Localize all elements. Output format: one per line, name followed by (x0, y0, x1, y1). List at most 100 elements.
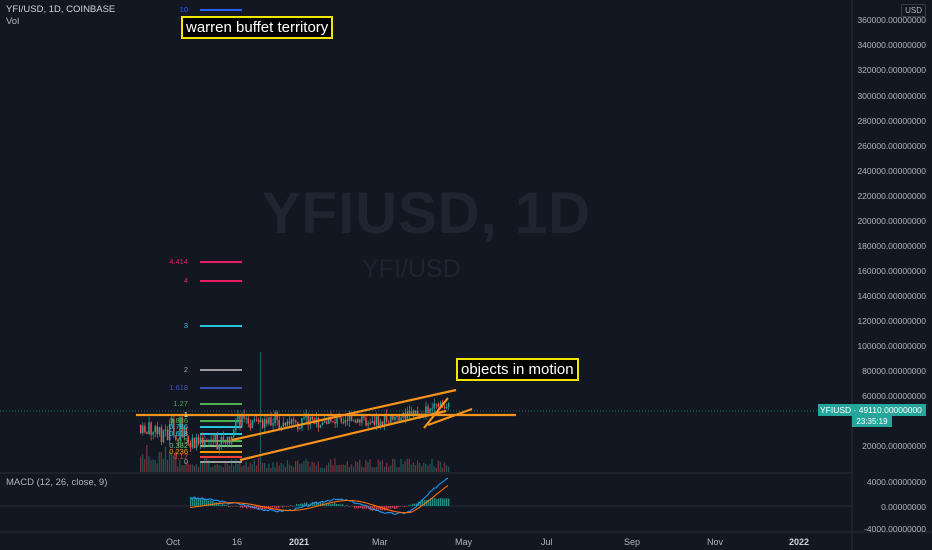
trend-drawings (136, 388, 516, 462)
macd-legend[interactable]: MACD (12, 26, close, 9) (6, 477, 108, 488)
candle-body (185, 427, 187, 437)
candle-body (177, 440, 179, 442)
volume-bar (272, 462, 274, 472)
candle-body (208, 440, 210, 442)
volume-bar (447, 466, 450, 472)
volume-legend[interactable]: Vol (6, 16, 20, 27)
candle-body (321, 422, 324, 426)
candle-body (303, 417, 305, 419)
macd-histogram-bar (212, 501, 214, 506)
macd-histogram-bar (396, 506, 398, 509)
volume-bar (288, 464, 291, 472)
macd-histogram-bar (358, 506, 360, 509)
fib-level-label: 10 (179, 5, 188, 14)
macd-histogram-bar (236, 506, 238, 507)
macd-histogram-bar (296, 503, 298, 506)
candle-body (290, 419, 293, 424)
fib-level-label: 0.786 (169, 422, 188, 431)
macd-histogram-bar (280, 506, 282, 507)
bar-countdown: 23:35:19 (852, 416, 892, 427)
time-tick-label: 16 (232, 537, 243, 547)
volume-bar (369, 459, 371, 472)
volume-bar (429, 463, 431, 472)
macd-histogram-bar (414, 503, 416, 506)
volume-bar (317, 461, 319, 472)
macd-histogram-bar (208, 500, 210, 506)
volume-bar (295, 461, 297, 472)
macd-histogram-bar (290, 505, 292, 506)
macd-histogram-bar (442, 498, 444, 506)
fib-level-label: 4.414 (169, 257, 188, 266)
candle-body (394, 416, 396, 420)
volume-bar (222, 467, 224, 472)
macd-histogram-bar (196, 497, 198, 506)
volume-bar (340, 464, 342, 472)
volume-bar (152, 459, 154, 472)
candle-body (369, 423, 371, 425)
volume-bar (439, 461, 441, 472)
candle-body (274, 412, 276, 424)
macd-histogram-bar (432, 498, 434, 506)
volume-bar (259, 352, 262, 472)
candle-body (367, 423, 369, 426)
candle-body (340, 417, 342, 423)
time-tick-label: May (455, 537, 473, 547)
macd-histogram-bar (430, 498, 432, 506)
macd-histogram-bar (336, 504, 338, 506)
fib-level-label: 0.5 (177, 436, 188, 445)
candle-body (292, 419, 295, 421)
macd-histogram-bar (264, 506, 266, 510)
candle-body (375, 416, 378, 425)
volume-bar (328, 462, 330, 472)
candle-body (268, 417, 270, 424)
volume-bar (195, 464, 198, 472)
fib-level-label: 0.382 (169, 441, 188, 450)
candle-body (350, 415, 353, 421)
annotation-objects-in-motion[interactable]: objects in motion (456, 358, 579, 381)
candle-body (222, 436, 225, 441)
candle-body (259, 419, 262, 423)
candle-body (311, 416, 313, 420)
candle-body (365, 418, 367, 426)
volume-bar (249, 462, 251, 472)
volume-bar (396, 467, 398, 472)
candle-body (224, 440, 227, 444)
volume-bar (276, 462, 278, 472)
macd-histogram-bar (334, 502, 336, 506)
macd-histogram-bar (260, 506, 262, 509)
volume-bar (402, 463, 404, 472)
macd-tick-label: 4000.00000000 (866, 477, 926, 487)
candle-body (276, 412, 278, 420)
volume-bar (146, 445, 148, 472)
candle-body (319, 425, 322, 428)
volume-bar (237, 463, 239, 472)
candle-body (278, 419, 280, 430)
macd-histogram-bar (424, 500, 426, 506)
macd-histogram-bar (406, 506, 408, 507)
price-tick-label: 80000.00000000 (862, 366, 926, 376)
volume-bar (390, 465, 392, 472)
symbol-legend[interactable]: YFI/USD, 1D, COINBASE (6, 4, 116, 15)
candle-body (410, 410, 413, 417)
candle-body (445, 406, 448, 409)
macd-histogram-bar (324, 503, 326, 506)
volume-bar (385, 462, 388, 472)
candle-body (160, 427, 163, 443)
annotation-warren-buffet[interactable]: warren buffet territory (181, 16, 334, 39)
macd-histogram-bar (284, 506, 286, 507)
currency-button[interactable]: USD (901, 4, 926, 17)
volume-bar (303, 460, 305, 472)
candle-body (266, 419, 268, 424)
volume-bar (354, 461, 357, 472)
volume-bar (297, 460, 299, 472)
macd-histogram-bar (444, 498, 446, 506)
candle-body (195, 437, 198, 449)
volume-bar (286, 459, 288, 472)
volume-bar (261, 462, 264, 472)
macd-histogram-bar (390, 506, 392, 509)
candle-body (383, 414, 386, 427)
price-tick-label: 180000.00000000 (857, 241, 926, 251)
macd-histogram-bar (356, 506, 358, 509)
macd-histogram-bar (364, 506, 366, 509)
